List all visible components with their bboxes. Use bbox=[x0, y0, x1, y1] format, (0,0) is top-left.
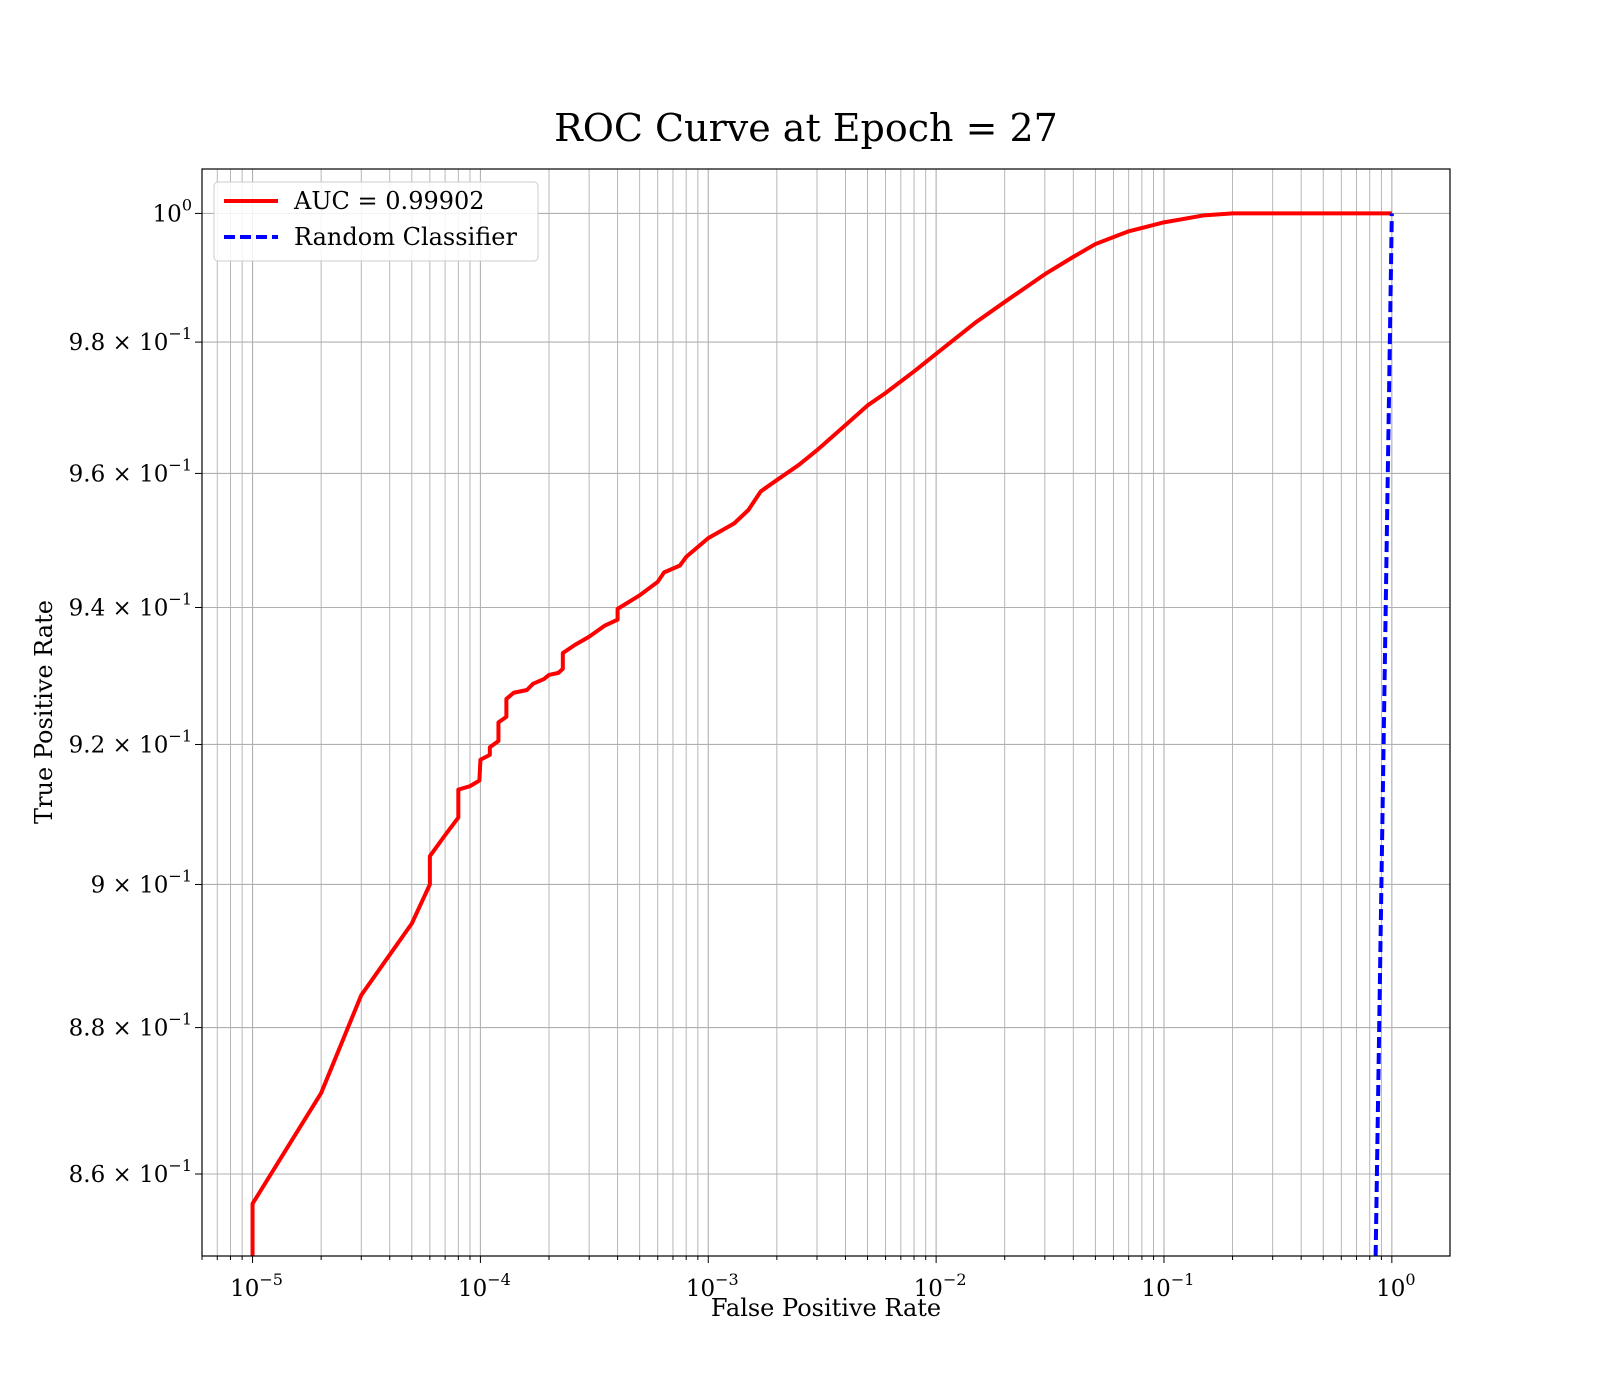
random-classifier-line bbox=[1373, 213, 1394, 1257]
y-tick-label: 9.8 × 10−1 bbox=[69, 324, 192, 356]
legend-box bbox=[213, 181, 539, 262]
x-axis-ticks: 10−5 10−4 10−3 10−2 10−1 100 bbox=[201, 1256, 1416, 1302]
x-tick-label: 10−3 bbox=[686, 1270, 739, 1302]
x-tick-label: 10−1 bbox=[1142, 1270, 1195, 1302]
chart-title: ROC Curve at Epoch = 27 bbox=[554, 106, 1058, 150]
y-tick-label: 9.4 × 10−1 bbox=[69, 590, 192, 622]
x-tick-label: 10−4 bbox=[458, 1270, 511, 1302]
x-axis-label: False Positive Rate bbox=[711, 1294, 941, 1322]
x-tick-label: 10−2 bbox=[914, 1270, 967, 1302]
legend-label-auc: AUC = 0.99902 bbox=[293, 187, 485, 215]
y-tick-label: 8.8 × 10−1 bbox=[69, 1010, 192, 1042]
x-tick-label: 100 bbox=[1376, 1270, 1415, 1302]
series-lines bbox=[250, 211, 1394, 1257]
y-axis-ticks: 8.6 × 10−1 8.8 × 10−1 9 × 10−1 9.2 × 10−1 9.… bbox=[69, 195, 202, 1188]
y-tick-label: 8.6 × 10−1 bbox=[69, 1156, 192, 1188]
y-tick-label: 9 × 10−1 bbox=[91, 866, 192, 898]
legend-label-random: Random Classifier bbox=[294, 223, 517, 251]
x-tick-label: 10−5 bbox=[230, 1270, 283, 1302]
y-tick-label: 9.6 × 10−1 bbox=[69, 455, 192, 487]
y-tick-label: 9.2 × 10−1 bbox=[69, 726, 192, 758]
plot-frame bbox=[201, 168, 1451, 1257]
legend: AUC = 0.99902 Random Classifier bbox=[213, 181, 539, 262]
roc-curve-line bbox=[250, 211, 1392, 1256]
y-tick-label: 100 bbox=[153, 195, 192, 227]
y-axis-label: True Positive Rate bbox=[30, 600, 58, 824]
